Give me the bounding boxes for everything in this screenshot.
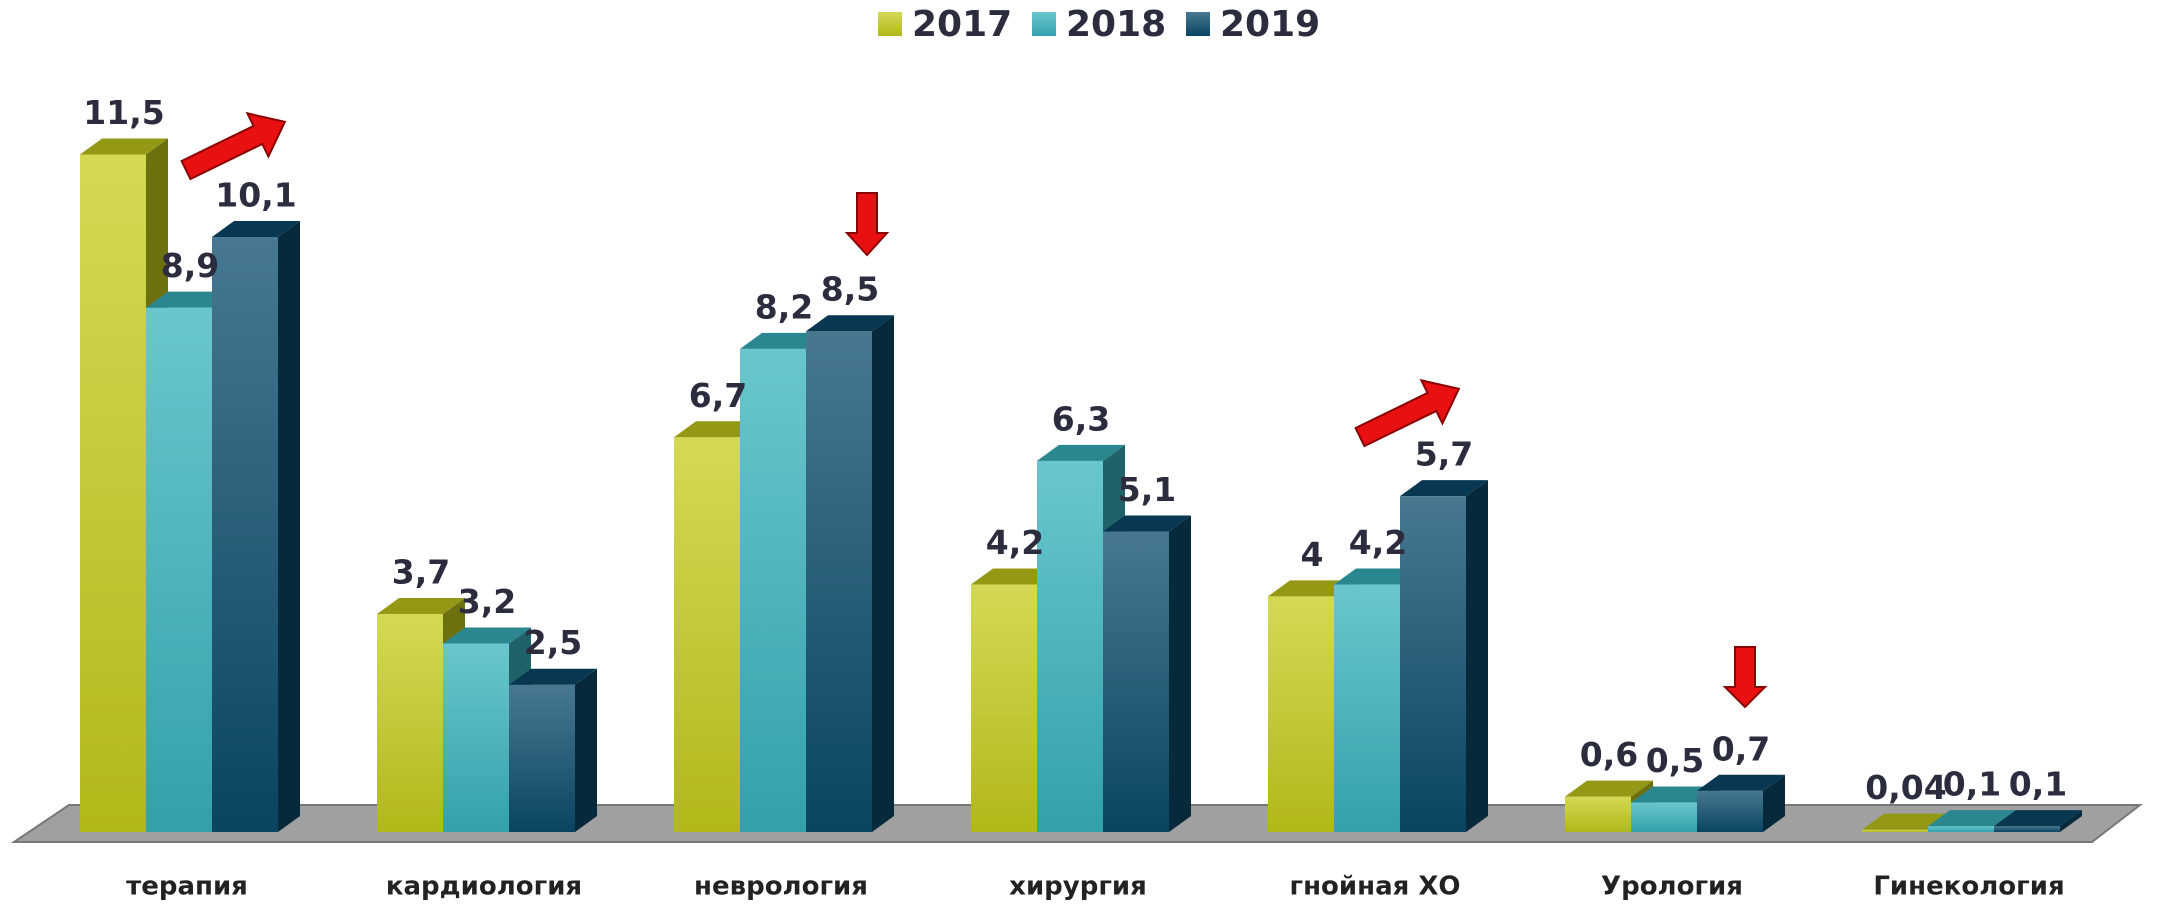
bar <box>1697 774 1785 832</box>
value-label: 5,1 <box>1118 470 1176 509</box>
value-label: 4,2 <box>986 523 1044 562</box>
legend-label: 2017 <box>912 4 1012 45</box>
value-label: 0,6 <box>1580 735 1638 774</box>
value-label: 8,5 <box>821 270 879 309</box>
legend-label: 2019 <box>1220 4 1320 45</box>
legend-swatch <box>1032 12 1056 36</box>
trend-arrow <box>180 111 1768 709</box>
value-label: 0,04 <box>1865 768 1946 807</box>
value-label: 3,7 <box>392 553 450 592</box>
value-label: 5,7 <box>1415 435 1473 474</box>
value-label: 0,1 <box>1943 765 2001 804</box>
x-tick-label: неврология <box>694 872 868 902</box>
value-label: 8,9 <box>161 246 219 285</box>
x-tick-label: гнойная ХО <box>1289 872 1460 902</box>
x-tick-label: Урология <box>1601 872 1743 902</box>
legend-label: 2018 <box>1066 4 1166 45</box>
bar <box>1994 810 2082 832</box>
value-label: 10,1 <box>215 175 296 214</box>
value-label: 0,7 <box>1712 729 1770 768</box>
legend-swatch <box>878 12 902 36</box>
value-label: 0,5 <box>1646 741 1704 780</box>
bar <box>1400 480 1488 832</box>
bar <box>1103 515 1191 832</box>
value-label: 6,3 <box>1052 399 1110 438</box>
value-label: 3,2 <box>458 582 516 621</box>
value-label: 6,7 <box>689 376 747 415</box>
bar <box>509 668 597 832</box>
x-tick-label: терапия <box>126 872 248 902</box>
bar <box>212 220 300 833</box>
legend-swatch <box>1186 12 1210 36</box>
x-tick-label: кардиология <box>386 872 582 902</box>
value-label: 8,2 <box>755 287 813 326</box>
value-label: 2,5 <box>524 623 582 662</box>
value-label: 4,2 <box>1349 523 1407 562</box>
x-tick-label: хирургия <box>1009 872 1147 902</box>
x-tick-label: Гинекология <box>1873 872 2064 902</box>
value-label: 4 <box>1301 535 1324 574</box>
value-label: 0,1 <box>2009 765 2067 804</box>
bar <box>806 315 894 832</box>
value-label: 11,5 <box>83 93 164 132</box>
